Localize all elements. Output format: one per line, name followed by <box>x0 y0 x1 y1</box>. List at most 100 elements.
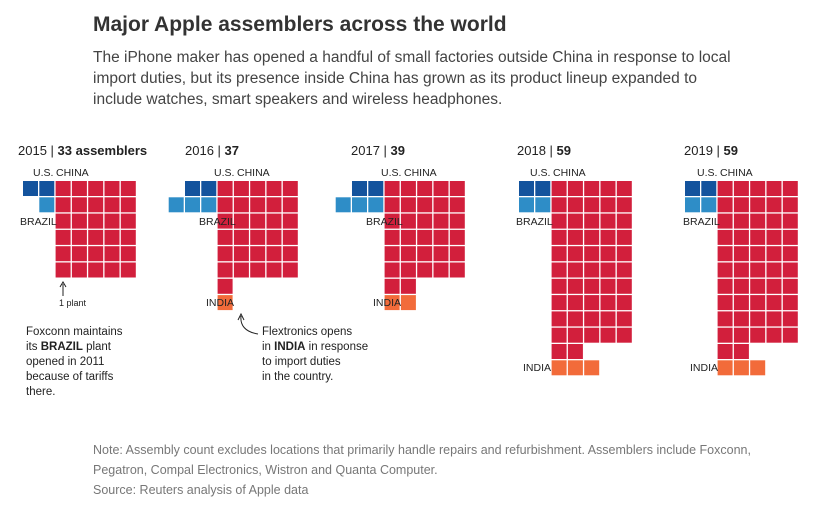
china-plant-square <box>384 213 400 229</box>
china-plant-square <box>567 262 583 278</box>
china-plant-square <box>750 213 766 229</box>
us-plant-square <box>23 181 38 196</box>
china-plant-square <box>616 181 632 196</box>
label-india-2017: INDIA <box>373 297 402 309</box>
china-plant-square <box>717 327 733 343</box>
china-plant-square <box>88 213 104 229</box>
label-india-2019: INDIA <box>690 362 719 374</box>
china-plant-square <box>551 278 567 294</box>
china-plant-square <box>449 213 465 229</box>
china-plant-square <box>766 278 782 294</box>
china-plant-square <box>104 197 120 213</box>
china-plant-square <box>282 181 298 196</box>
china-plant-square <box>551 311 567 327</box>
india-plant-square <box>384 295 400 311</box>
china-plant-square <box>733 278 749 294</box>
china-plant-square <box>567 246 583 262</box>
label-us-2016: U.S. <box>214 167 235 179</box>
label-india-2016: INDIA <box>206 297 235 309</box>
china-plant-square <box>384 278 400 294</box>
label-china-2015: CHINA <box>56 167 89 179</box>
china-plant-square <box>217 262 233 278</box>
china-plant-square <box>417 213 433 229</box>
brazil-plant-square <box>335 197 351 213</box>
china-plant-square <box>766 181 782 196</box>
china-plant-square <box>782 246 798 262</box>
china-plant-square <box>400 246 416 262</box>
china-plant-square <box>266 213 282 229</box>
us-plant-square <box>352 181 367 196</box>
china-plant-square <box>782 229 798 245</box>
china-plant-square <box>584 197 600 213</box>
china-plant-square <box>782 278 798 294</box>
china-plant-square <box>567 197 583 213</box>
china-plant-square <box>584 295 600 311</box>
china-plant-square <box>282 246 298 262</box>
china-plant-square <box>750 278 766 294</box>
china-plant-square <box>733 327 749 343</box>
brazil-plant-square <box>701 197 717 213</box>
china-plant-square <box>766 295 782 311</box>
china-plant-square <box>417 246 433 262</box>
china-plant-square <box>71 229 87 245</box>
label-us-2018: U.S. <box>530 167 551 179</box>
china-plant-square <box>282 262 298 278</box>
china-plant-square <box>600 181 616 196</box>
label-us-2015: U.S. <box>33 167 54 179</box>
brazil-plant-square <box>185 197 200 213</box>
footnote: Note: Assembly count excludes locations … <box>93 440 773 500</box>
china-plant-square <box>782 197 798 213</box>
china-plant-square <box>733 311 749 327</box>
china-plant-square <box>584 229 600 245</box>
china-plant-square <box>616 246 632 262</box>
chart-subtitle: The iPhone maker has opened a handful of… <box>93 49 731 108</box>
china-plant-square <box>551 181 567 196</box>
china-plant-square <box>717 246 733 262</box>
china-plant-square <box>104 181 120 196</box>
china-plant-square <box>266 197 282 213</box>
china-plant-square <box>600 246 616 262</box>
china-plant-square <box>400 278 416 294</box>
china-plant-square <box>616 327 632 343</box>
china-plant-square <box>120 229 136 245</box>
china-plant-square <box>567 278 583 294</box>
india-annotation-pointer <box>240 315 259 335</box>
china-plant-square <box>733 295 749 311</box>
china-plant-square <box>766 229 782 245</box>
china-plant-square <box>384 246 400 262</box>
china-plant-square <box>766 213 782 229</box>
china-plant-square <box>88 229 104 245</box>
china-plant-square <box>233 181 249 196</box>
china-plant-square <box>433 181 449 196</box>
china-plant-square <box>120 262 136 278</box>
china-plant-square <box>449 229 465 245</box>
china-plant-square <box>766 197 782 213</box>
panel-2016-header: 2016 | 37 <box>185 143 239 158</box>
china-plant-square <box>384 197 400 213</box>
china-plant-square <box>417 229 433 245</box>
footnote-line-2: Pegatron, Compal Electronics, Wistron an… <box>93 463 438 477</box>
china-plant-square <box>584 213 600 229</box>
label-china-2017: CHINA <box>404 167 437 179</box>
china-plant-square <box>449 246 465 262</box>
china-plant-square <box>233 197 249 213</box>
china-plant-square <box>567 311 583 327</box>
china-plant-square <box>417 262 433 278</box>
china-plant-square <box>104 213 120 229</box>
china-plant-square <box>266 262 282 278</box>
label-brazil-2019: BRAZIL <box>683 216 720 228</box>
china-plant-square <box>782 327 798 343</box>
china-plant-square <box>250 197 266 213</box>
china-plant-square <box>717 181 733 196</box>
china-plant-square <box>55 197 71 213</box>
china-plant-square <box>120 181 136 196</box>
source-line: Source: Reuters analysis of Apple data <box>93 483 309 497</box>
china-plant-square <box>616 278 632 294</box>
china-plant-square <box>217 213 233 229</box>
china-plant-square <box>88 197 104 213</box>
china-plant-square <box>551 262 567 278</box>
china-plant-square <box>449 262 465 278</box>
china-plant-square <box>233 262 249 278</box>
china-plant-square <box>71 246 87 262</box>
label-us-2017: U.S. <box>381 167 402 179</box>
